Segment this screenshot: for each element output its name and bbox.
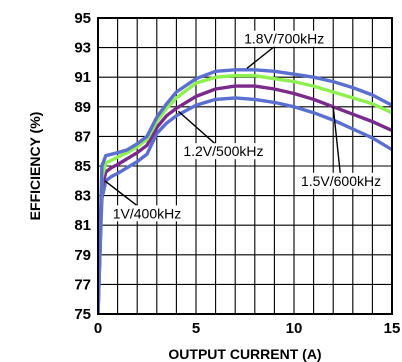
y-tick-labels: 75 77 79 81 83 85 87 89 91 93 95 xyxy=(74,10,91,323)
y-tick-label: 85 xyxy=(74,158,91,175)
y-axis-title: EFFICIENCY (%) xyxy=(27,112,43,221)
y-tick-label: 89 xyxy=(74,99,91,116)
x-tick-label: 0 xyxy=(94,320,102,337)
curve-label: 1V/400kHz xyxy=(113,205,181,221)
y-tick-label: 75 xyxy=(74,306,91,323)
plot-frame xyxy=(97,17,393,315)
curve-label: 1.2V/500kHz xyxy=(183,143,263,159)
x-axis-title: OUTPUT CURRENT (A) xyxy=(168,346,321,362)
annotation-leader xyxy=(332,106,342,181)
x-tick-labels: 0 5 10 15 xyxy=(94,320,401,337)
annotations: 1.8V/700kHz 1.2V/500kHz 1.5V/600kHz 1V/400k… xyxy=(104,30,384,222)
y-tick-label: 83 xyxy=(74,188,91,205)
annotation-1-5v-600khz: 1.5V/600kHz xyxy=(298,106,384,189)
y-tick-label: 95 xyxy=(74,10,91,27)
curve-label: 1.5V/600kHz xyxy=(301,173,381,189)
series-line-1v-400khz xyxy=(98,96,392,314)
annotation-background xyxy=(110,205,184,222)
y-tick-label: 93 xyxy=(74,40,91,57)
x-tick-label: 15 xyxy=(384,320,401,337)
series-line-1-2v-500khz xyxy=(98,84,392,314)
annotation-1-2v-500khz: 1.2V/500kHz xyxy=(177,110,266,160)
y-tick-label: 79 xyxy=(74,247,91,264)
series-line-1-8v-700khz xyxy=(98,68,392,314)
annotation-background xyxy=(181,143,266,160)
annotation-background xyxy=(298,172,384,189)
annotation-1v-400khz: 1V/400kHz xyxy=(104,180,184,222)
series-line-1-5v-600khz xyxy=(98,74,392,314)
y-tick-label: 87 xyxy=(74,128,91,145)
annotation-background xyxy=(242,30,327,47)
series-layer xyxy=(98,68,392,314)
y-tick-label: 77 xyxy=(74,276,91,293)
x-tick-label: 10 xyxy=(286,320,303,337)
curve-label: 1.8V/700kHz xyxy=(244,31,324,47)
annotation-1-8v-700khz: 1.8V/700kHz xyxy=(242,30,327,69)
y-tick-label: 81 xyxy=(74,217,91,234)
x-tick-label: 5 xyxy=(192,320,200,337)
y-tick-label: 91 xyxy=(74,69,91,86)
